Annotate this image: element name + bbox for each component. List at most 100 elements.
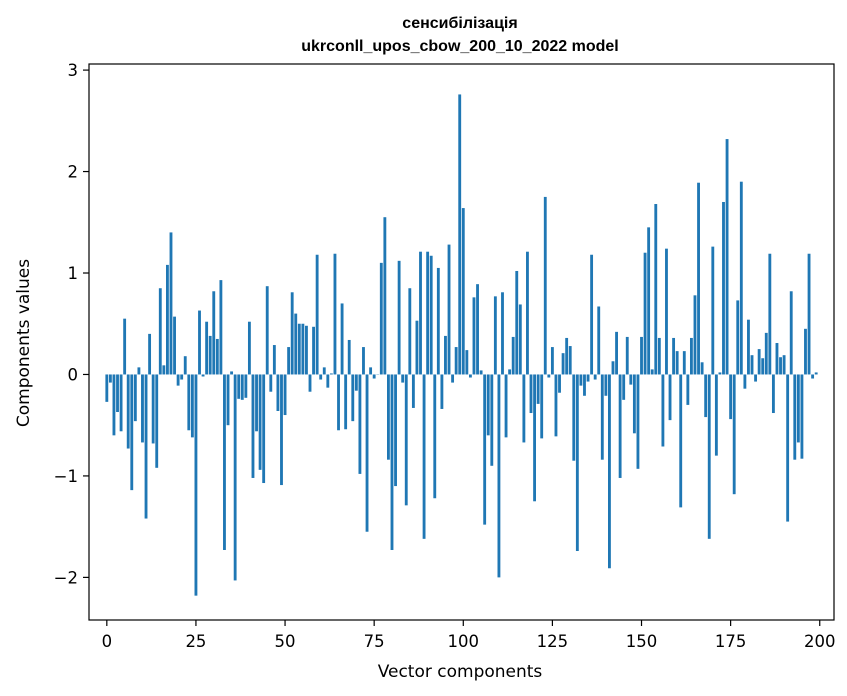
bar — [276, 374, 280, 411]
bar — [158, 288, 162, 375]
bar — [240, 374, 244, 400]
bar — [811, 374, 815, 379]
y-tick-label: 2 — [68, 163, 79, 182]
bar — [679, 374, 683, 508]
bar — [732, 374, 736, 495]
bar — [647, 227, 651, 375]
bar — [411, 374, 415, 408]
bar — [461, 208, 465, 375]
bar — [312, 326, 315, 375]
bar — [600, 374, 604, 460]
x-tick-label: 75 — [364, 632, 385, 651]
bar — [583, 374, 586, 396]
bar — [704, 374, 708, 418]
bar — [714, 374, 718, 456]
bar — [358, 374, 362, 474]
bar — [764, 332, 768, 375]
bar — [722, 201, 725, 375]
bar — [743, 374, 747, 389]
bar — [280, 374, 283, 486]
bar — [226, 374, 230, 426]
bar — [590, 254, 594, 375]
bar — [173, 316, 176, 375]
bar — [201, 374, 205, 377]
bar — [162, 365, 166, 375]
bar — [511, 336, 515, 375]
y-tick-label: −2 — [54, 568, 78, 587]
bar — [230, 371, 234, 375]
bar — [693, 295, 697, 375]
bar — [272, 345, 276, 375]
bar — [369, 367, 373, 375]
bar — [689, 337, 693, 375]
bar — [205, 321, 209, 375]
bar — [793, 374, 797, 460]
x-tick-label: 150 — [626, 632, 658, 651]
bar — [786, 374, 790, 522]
bar — [508, 369, 512, 375]
bar — [768, 253, 772, 375]
bar — [657, 337, 661, 375]
bar — [165, 264, 169, 375]
bar — [422, 374, 426, 539]
bar — [269, 374, 273, 392]
bar — [233, 374, 237, 581]
bar — [190, 374, 194, 438]
y-tick-label: 0 — [68, 365, 79, 384]
bar — [255, 374, 258, 432]
bar — [486, 374, 490, 436]
bar — [440, 374, 444, 409]
bar — [433, 374, 437, 499]
bar — [404, 374, 408, 506]
bar — [151, 374, 155, 444]
bar — [290, 292, 294, 375]
bar — [711, 246, 715, 375]
bar — [608, 374, 611, 569]
bar — [729, 374, 733, 420]
bar — [750, 355, 754, 375]
bar — [622, 374, 626, 400]
bar — [636, 374, 640, 469]
bar — [593, 374, 597, 380]
bar — [761, 358, 765, 375]
bar — [155, 374, 159, 468]
bar — [782, 355, 786, 375]
x-tick-label: 125 — [537, 632, 569, 651]
bars-group — [105, 94, 818, 596]
bar — [747, 319, 750, 375]
bar — [354, 374, 358, 391]
y-tick-label: 3 — [68, 61, 79, 80]
bar — [800, 374, 804, 459]
bar — [319, 374, 323, 380]
bar — [615, 331, 618, 375]
bar — [408, 288, 412, 375]
bar — [497, 374, 501, 578]
bar — [654, 204, 658, 375]
bar — [247, 321, 251, 375]
bar — [490, 374, 494, 466]
bar — [565, 337, 569, 375]
bar — [643, 252, 647, 375]
bar — [672, 337, 676, 375]
bar — [493, 296, 497, 375]
bar — [561, 353, 565, 375]
bar — [219, 280, 223, 375]
bar — [333, 253, 337, 375]
bar — [401, 374, 405, 383]
bar — [540, 374, 544, 439]
x-tick-label: 0 — [102, 632, 113, 651]
x-tick-label: 50 — [275, 632, 296, 651]
bar — [575, 374, 579, 552]
bar — [718, 372, 722, 375]
bar — [387, 374, 390, 460]
x-tick-label: 200 — [804, 632, 836, 651]
bar — [522, 374, 526, 443]
bar — [468, 374, 472, 378]
bar — [347, 339, 351, 375]
bar — [686, 374, 690, 405]
bar — [697, 182, 700, 375]
bar — [372, 374, 376, 379]
bar — [465, 350, 469, 375]
bar — [105, 374, 109, 402]
